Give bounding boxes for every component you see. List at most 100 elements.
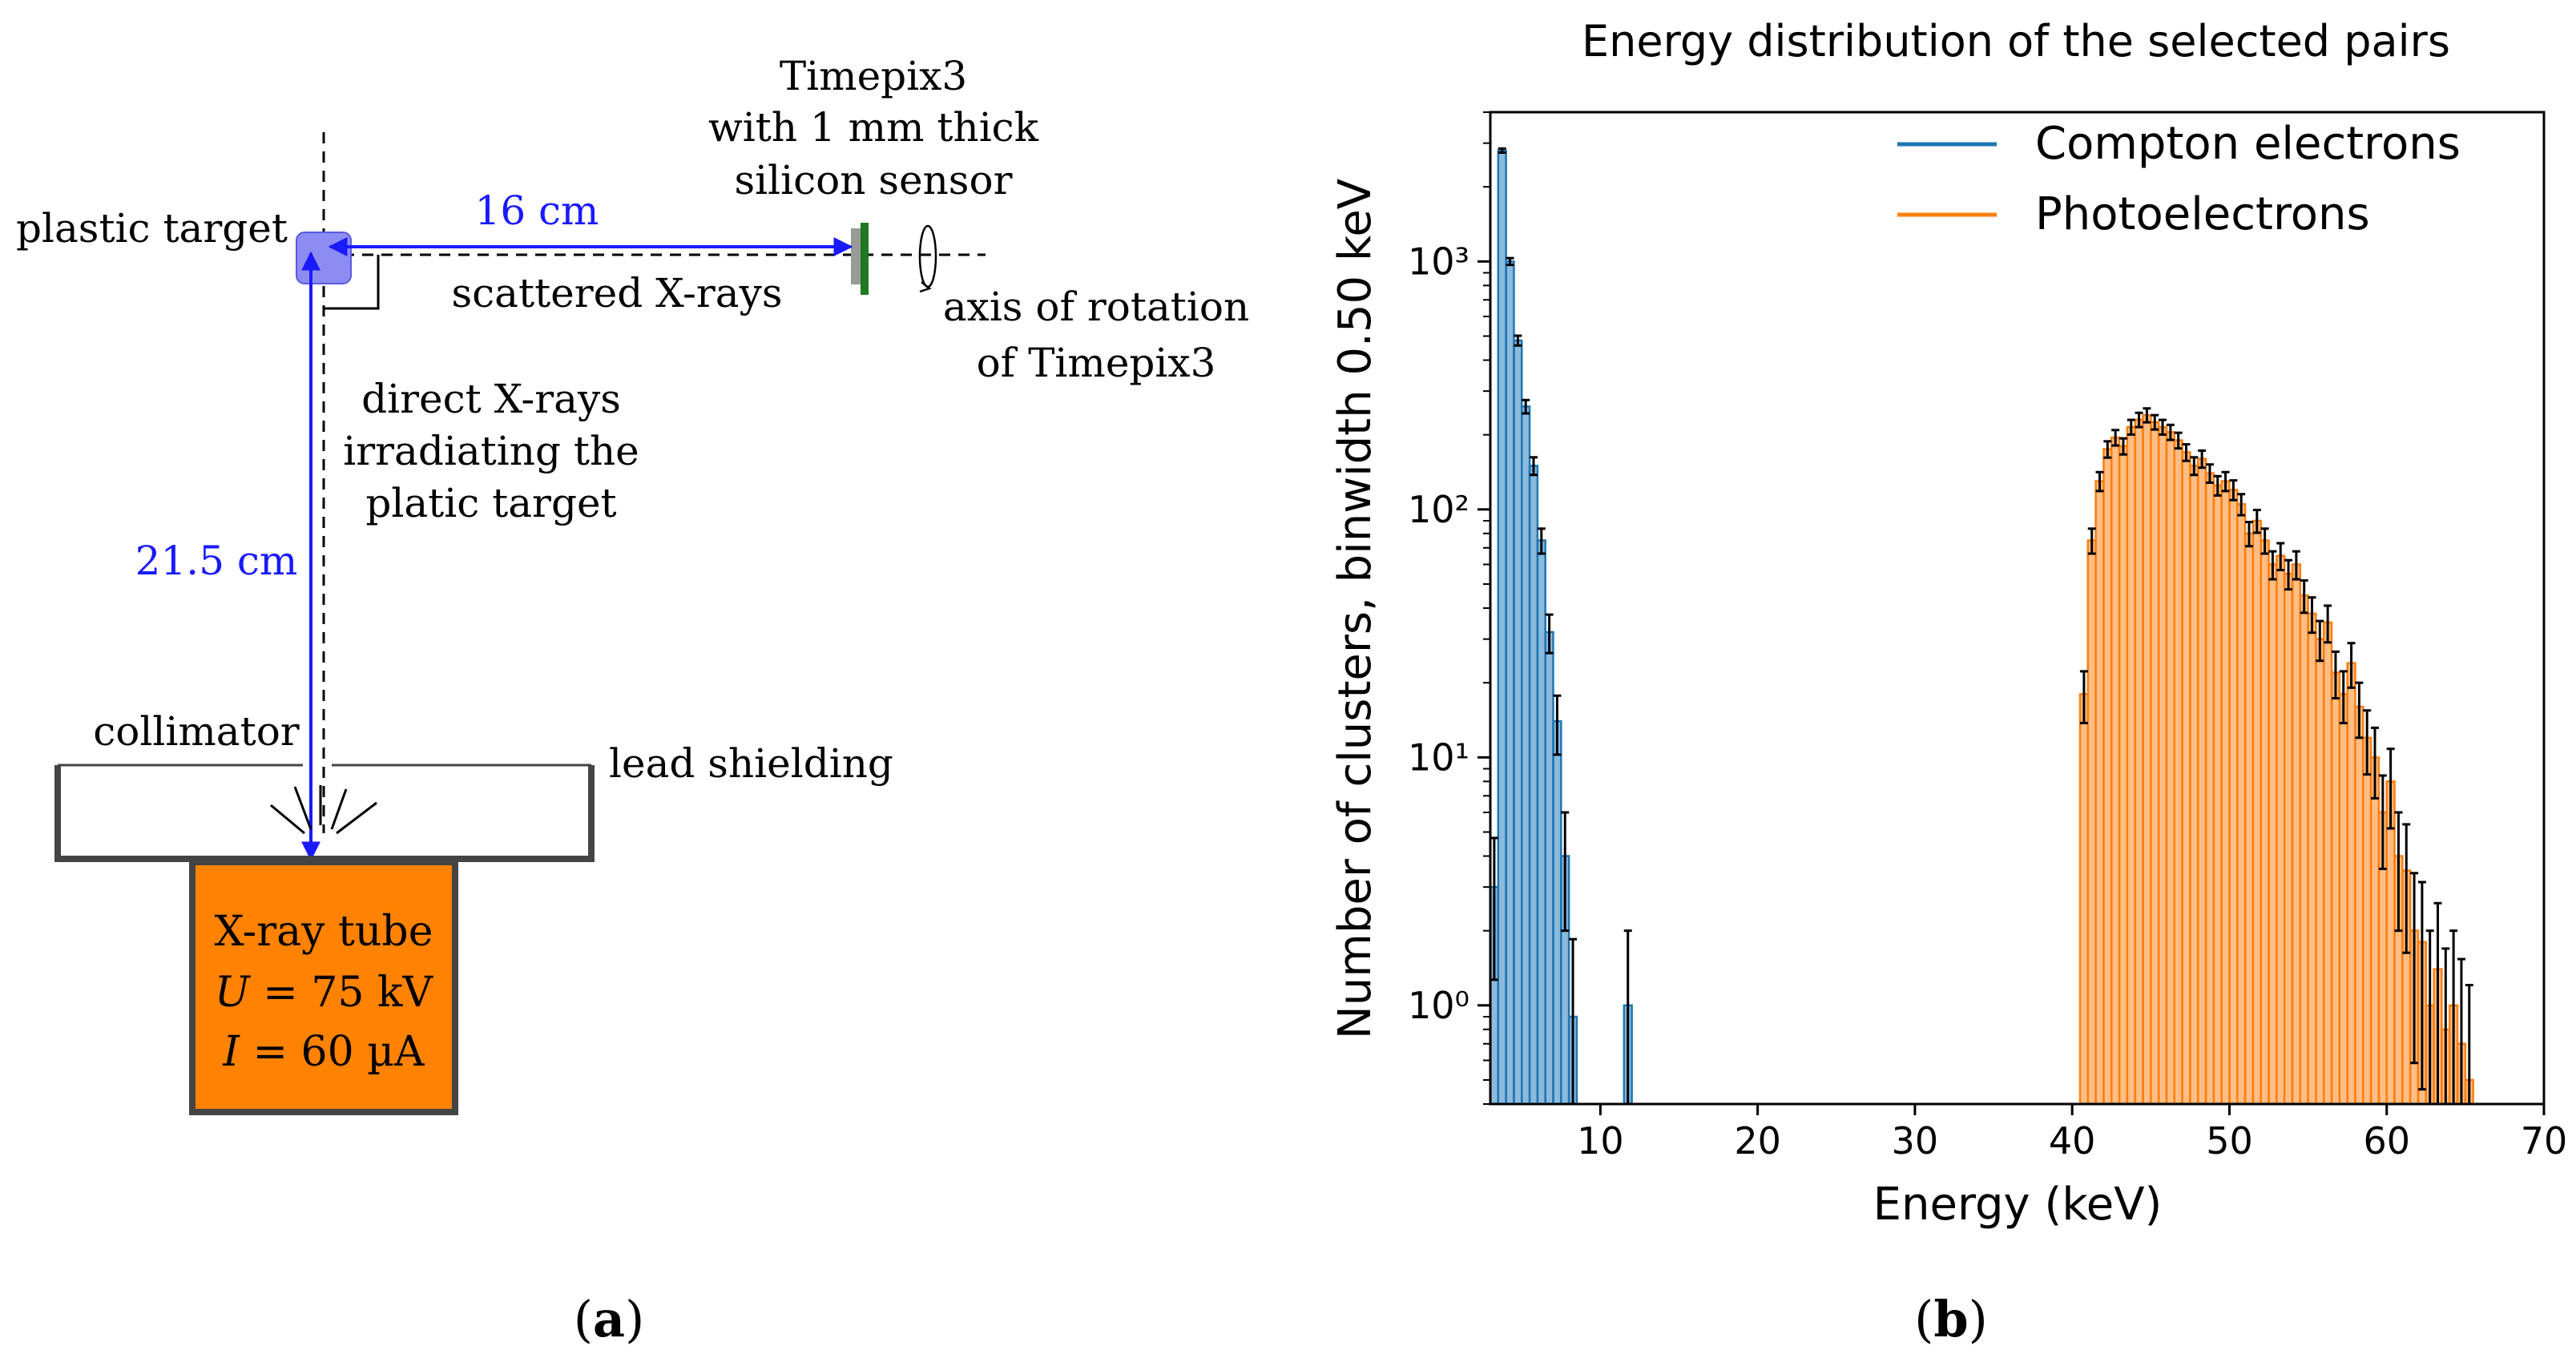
x-axis-ticks: 10 20 30 40 50 60 70 [1577,1104,2567,1163]
timepix-label-line2: with 1 mm thick [708,104,1039,151]
photo-bar [2292,564,2301,1105]
direct-xrays-label-line3: platic target [365,480,616,526]
photo-bars [2079,414,2474,1105]
legend: Compton electrons Photoelectrons [1897,118,2461,240]
y-tick-label: 10³ [1408,240,1469,283]
direct-xrays-label-line1: direct X-rays [361,376,621,422]
photo-bar [2182,452,2191,1105]
compton-bar [1553,720,1562,1105]
x-tick-label: 30 [1892,1119,1939,1163]
x-tick-label: 60 [2363,1119,2410,1163]
photo-bar [2110,437,2120,1105]
photo-bar [2229,489,2238,1105]
distance-horizontal-label: 16 cm [475,187,599,234]
photo-bar [2355,706,2364,1105]
tube-voltage-label: U = 75 kV [215,969,434,1017]
x-tick-label: 40 [2049,1119,2096,1163]
photo-bar [2347,663,2356,1105]
compton-bar [1498,150,1507,1105]
photo-bar [2300,594,2308,1105]
setup-diagram: Timepix3 with 1 mm thick silicon sensor … [16,53,1249,1348]
y-axis-label: Number of clusters, binwidth 0.50 keV [1329,179,1381,1039]
photo-bar [2158,426,2167,1105]
timepix-sensor [861,223,869,295]
right-angle-marker [324,255,380,310]
photo-bar [2276,555,2285,1105]
compton-bar [1506,260,1514,1105]
lead-shielding-label: lead shielding [609,740,893,787]
legend-photo-label: Photoelectrons [2035,188,2370,240]
plastic-target-label: plastic target [16,205,288,252]
x-axis-label: Energy (keV) [1873,1179,2163,1231]
tube-current-symbol: I [222,1028,240,1076]
photo-bar [2316,639,2324,1105]
timepix-label-line1: Timepix3 [780,53,967,99]
photo-bar [2213,485,2223,1105]
compton-bar [1514,340,1522,1105]
photo-bar [2308,613,2316,1105]
scattered-xrays-label: scattered X-rays [452,270,783,316]
chart-title: Energy distribution of the selected pair… [1582,16,2450,66]
photo-bar [2127,426,2136,1105]
photo-bar [2323,622,2332,1105]
photo-bar [2260,540,2269,1105]
tube-voltage-value: = 75 kV [250,969,434,1017]
photo-bar [2339,693,2348,1105]
y-axis-ticks: 10⁰ 10¹ 10² 10³ [1408,111,1490,1105]
photo-bar [2205,473,2215,1105]
x-tick-label: 20 [1734,1119,1781,1163]
xray-emission-icon [270,785,377,835]
distance-vertical-label: 21.5 cm [135,538,298,584]
compton-bar [1521,406,1530,1105]
x-tick-label: 10 [1577,1119,1624,1163]
photo-bar [2103,449,2112,1105]
photo-bar [2221,481,2230,1105]
photo-bar [2166,431,2175,1105]
tube-current-label: I = 60 µA [222,1028,425,1076]
photo-bar [2331,671,2340,1105]
compton-bar [1537,540,1546,1105]
photo-bar [2268,564,2277,1105]
photo-bar [2386,780,2395,1105]
legend-compton-label: Compton electrons [2035,118,2461,170]
panel-a-caption-close: ) [625,1290,644,1348]
timepix-label-line3: silicon sensor [735,157,1013,203]
x-tick-label: 70 [2521,1119,2568,1163]
photo-bar [2135,419,2143,1105]
rotation-axis-label-line2: of Timepix3 [977,340,1216,386]
direct-xrays-label-line2: irradiating the [343,428,639,474]
energy-histogram: Energy distribution of the selected pair… [1329,16,2567,1348]
compton-bar [1529,465,1538,1105]
photo-bar [2189,465,2199,1105]
photo-bar [2244,533,2254,1105]
photo-bar [2370,756,2380,1105]
photo-bar [2174,440,2183,1105]
photo-bar [2236,503,2246,1105]
x-tick-label: 50 [2206,1119,2253,1163]
photo-bar [2095,481,2104,1105]
panel-a-caption-letter: a [593,1290,625,1348]
panel-b-caption-letter: b [1933,1290,1968,1348]
panel-b-caption: (b) [1914,1290,1988,1348]
photo-bar [2079,693,2089,1105]
plastic-target-box [296,232,352,284]
xray-tube-box [189,859,458,1115]
collimator-label: collimator [93,708,299,755]
y-tick-label: 10² [1408,488,1469,531]
rotation-axis-label-line1: axis of rotation [943,284,1249,330]
xray-tube-label: X-ray tube [215,908,433,956]
panel-a-caption: (a) [574,1290,645,1348]
panel-b-caption-open: ( [1914,1290,1933,1348]
compton-bar [1545,631,1554,1105]
photo-bar [2118,445,2128,1105]
tube-current-value: = 60 µA [240,1028,425,1076]
photo-bar [2150,421,2159,1105]
photo-bar [2197,458,2207,1105]
photo-bar [2087,540,2097,1105]
photo-bar [2143,414,2151,1105]
photo-bar [2362,737,2372,1105]
rotation-arrow-icon [919,281,932,293]
panel-b-caption-close: ) [1969,1290,1988,1348]
rotation-icon [918,224,937,288]
